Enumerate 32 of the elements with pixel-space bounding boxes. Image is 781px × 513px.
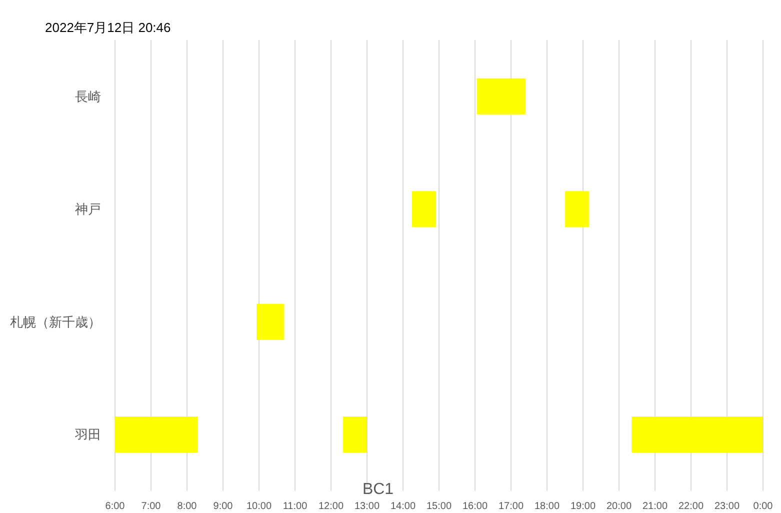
x-axis-title: BC1 [362,481,394,498]
x-tick-label: 8:00 [177,501,198,512]
x-tick-label: 13:00 [354,501,380,512]
x-tick-label: 9:00 [213,501,234,512]
y-tick-label: 長崎 [75,88,101,104]
x-tick-label: 17:00 [498,501,524,512]
bar [342,416,367,453]
x-tick-label: 6:00 [105,501,126,512]
x-tick-label: 10:00 [246,501,272,512]
y-tick-label: 札幌（新千歳） [10,314,101,330]
bar [115,416,198,453]
x-tick-label: 16:00 [462,501,488,512]
x-tick-label: 20:00 [606,501,632,512]
x-tick-label: 7:00 [141,501,162,512]
x-tick-label: 21:00 [642,501,668,512]
bar [256,304,284,340]
chart-title: 2022年7月12日 20:46 [45,20,171,35]
x-tick-label: 11:00 [282,501,308,512]
x-tick-label: 14:00 [390,501,416,512]
x-tick-label: 18:00 [534,501,560,512]
x-tick-label: 22:00 [678,501,704,512]
bar [412,191,436,228]
bar [565,191,590,228]
y-tick-label: 神戸 [75,202,101,217]
bar [476,78,526,114]
x-tick-label: 15:00 [426,501,452,512]
x-tick-label: 23:00 [714,501,740,512]
x-tick-label: 12:00 [318,501,344,512]
x-tick-label: 19:00 [570,501,596,512]
bar [632,416,763,453]
x-tick-label: 0:00 [753,501,774,512]
y-tick-label: 羽田 [74,427,101,442]
